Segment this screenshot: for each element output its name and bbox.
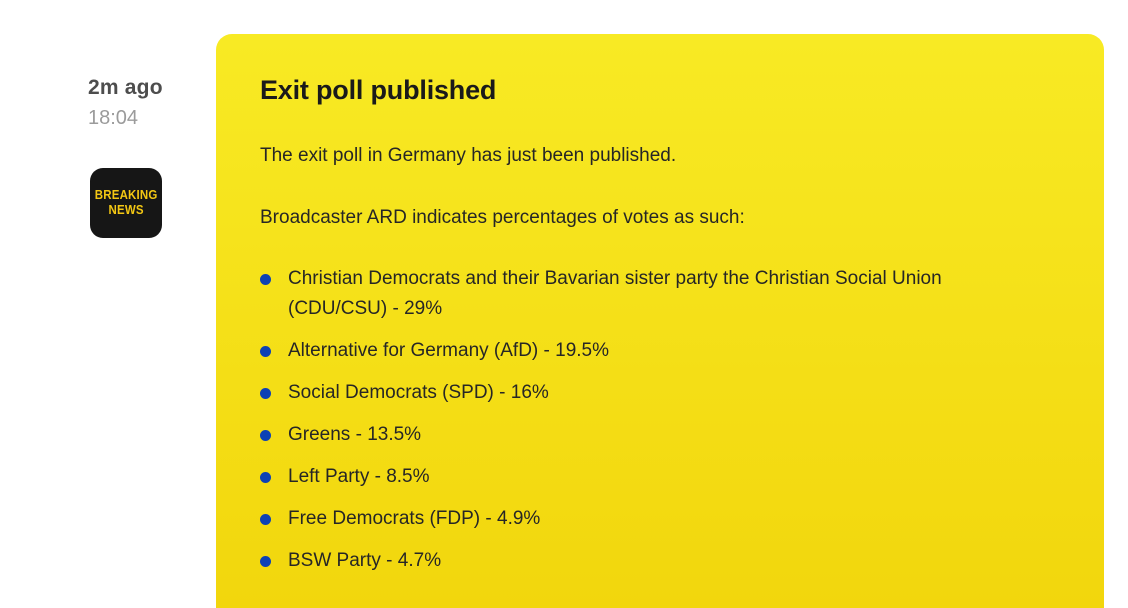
post-title: Exit poll published — [260, 75, 497, 105]
poll-list-item-text: Social Democrats (SPD) - 16% — [288, 382, 549, 403]
poll-list-item: Alternative for Germany (AfD) - 19.5% — [260, 336, 1046, 366]
poll-list-item: Christian Democrats and their Bavarian s… — [260, 264, 1046, 324]
poll-list-item-text: Christian Democrats and their Bavarian s… — [288, 268, 942, 319]
poll-list-item: Social Democrats (SPD) - 16% — [260, 378, 1046, 408]
post-paragraph: Broadcaster ARD indicates percentages of… — [260, 207, 745, 228]
bullet-dot-icon — [260, 556, 271, 567]
poll-results-list: Christian Democrats and their Bavarian s… — [260, 264, 1046, 576]
breaking-news-badge-line2: NEWS — [108, 203, 144, 217]
poll-list-item: Greens - 13.5% — [260, 420, 1046, 450]
bullet-dot-icon — [260, 514, 271, 525]
bullet-dot-icon — [260, 472, 271, 483]
bullet-dot-icon — [260, 346, 271, 357]
breaking-news-badge-line1: BREAKING — [94, 188, 158, 202]
bullet-dot-icon — [260, 388, 271, 399]
post-timestamp: 18:04 — [88, 107, 139, 129]
poll-list-item-text: Greens - 13.5% — [288, 424, 422, 445]
bullet-dot-icon — [260, 274, 271, 285]
breaking-news-badge: BREAKING NEWS — [90, 168, 162, 238]
poll-list-item-text: BSW Party - 4.7% — [288, 550, 442, 571]
live-post-card: Exit poll published The exit poll in Ger… — [216, 34, 1104, 608]
poll-list-item-text: Free Democrats (FDP) - 4.9% — [288, 508, 541, 529]
post-time-ago: 2m ago — [88, 76, 163, 99]
poll-list-item: Free Democrats (FDP) - 4.9% — [260, 504, 1046, 534]
poll-list-item-text: Alternative for Germany (AfD) - 19.5% — [288, 340, 609, 361]
poll-list-item: BSW Party - 4.7% — [260, 546, 1046, 576]
bullet-dot-icon — [260, 430, 271, 441]
post-paragraph: The exit poll in Germany has just been p… — [260, 145, 677, 166]
poll-list-item: Left Party - 8.5% — [260, 462, 1046, 492]
poll-list-item-text: Left Party - 8.5% — [288, 466, 430, 487]
post-meta-column: 2m ago 18:04 — [88, 76, 208, 130]
